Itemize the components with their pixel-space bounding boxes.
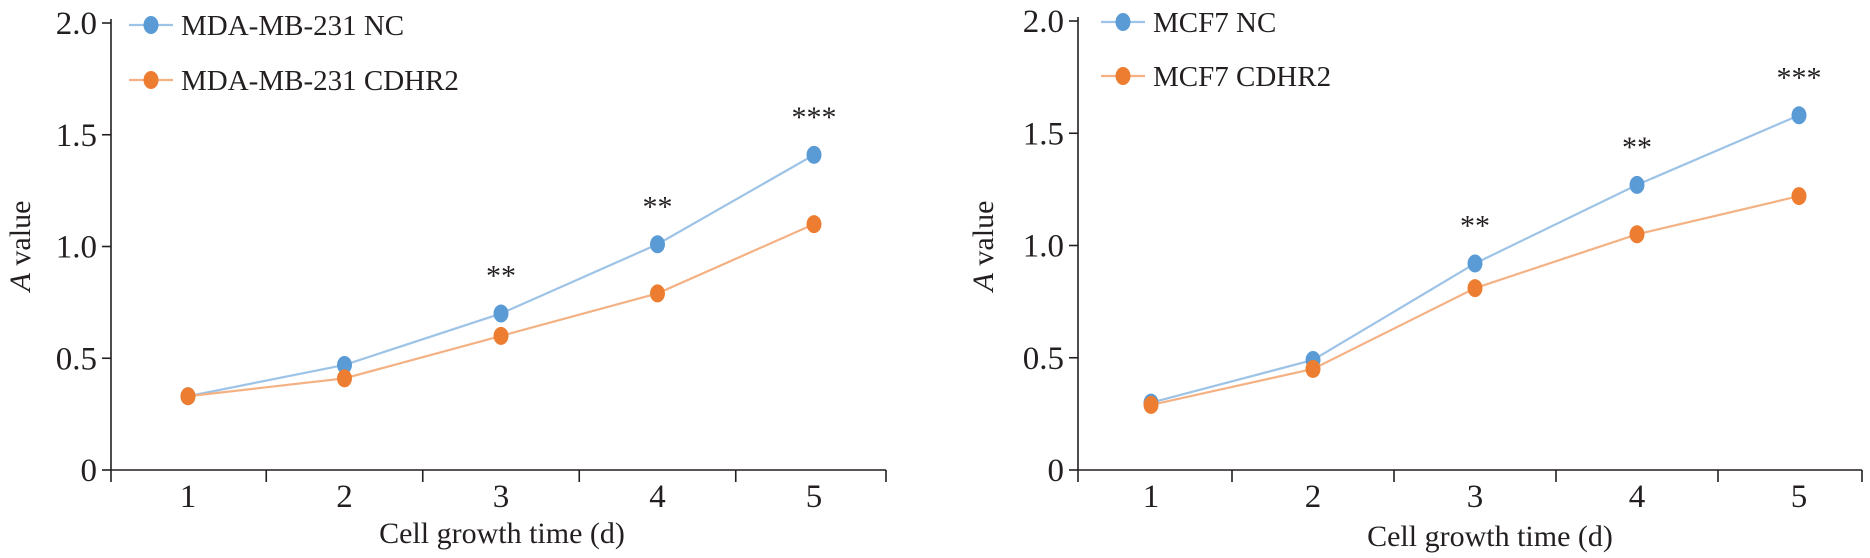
legend-label-1: MCF7 NC [1153, 7, 1276, 39]
data-point-s2-x3 [1467, 279, 1483, 298]
x-tick-label: 2 [1305, 479, 1322, 515]
data-point-s1-x4 [650, 235, 665, 254]
data-point-s1-x5 [806, 145, 822, 164]
x-tick-label: 3 [1467, 479, 1484, 515]
data-point-s1-x3 [493, 304, 509, 323]
y-axis-title-rest: value [4, 201, 37, 273]
x-tick-label: 3 [493, 479, 510, 515]
x-tick-label: 1 [180, 479, 197, 515]
y-axis-title: A value [967, 201, 1000, 294]
data-point-s2-x5 [1791, 187, 1807, 206]
legend-label-2: MDA-MB-231 CDHR2 [181, 65, 459, 97]
chart-panel-2: 0 0.5 1.0 1.5 2.0 1 2 3 4 5 Cell growth time (d) A … [967, 4, 1863, 553]
significance-mark: ** [1622, 131, 1652, 164]
data-point-s2-x4 [650, 284, 665, 303]
data-point-s2-x3 [493, 326, 509, 345]
x-axis-title: Cell growth time (d) [379, 517, 625, 550]
y-tick-label: 1.0 [1023, 229, 1064, 265]
y-axis-title-italic: A [967, 272, 1000, 293]
data-point-s2-x5 [806, 215, 822, 234]
x-tick-label: 4 [649, 479, 666, 515]
data-point-s2-x1 [180, 387, 196, 406]
y-axis-title-italic: A [4, 272, 37, 293]
legend-marker-1 [143, 16, 159, 34]
data-point-s1-x3 [1467, 254, 1483, 273]
y-axis-title: A value [4, 201, 37, 294]
significance-mark: ** [486, 260, 516, 293]
data-point-s2-x2 [1305, 359, 1321, 378]
x-tick-label: 4 [1629, 479, 1646, 515]
significance-mark: *** [792, 101, 837, 134]
x-tick-label: 2 [336, 479, 353, 515]
data-point-s2-x1 [1143, 395, 1159, 414]
x-axis-title: Cell growth time (d) [1367, 520, 1613, 553]
y-tick-label: 0.5 [56, 341, 97, 377]
data-point-s1-x2 [337, 355, 352, 374]
x-tick-label: 1 [1143, 479, 1160, 515]
legend-marker-1 [1115, 13, 1131, 31]
significance-mark: *** [1777, 61, 1822, 94]
data-point-s1-x5 [1791, 106, 1807, 125]
y-tick-label: 1.5 [1023, 116, 1064, 152]
legend-marker-2 [143, 71, 159, 89]
y-axis-title-rest: value [967, 201, 1000, 273]
data-point-s2-x4 [1629, 225, 1645, 244]
y-tick-label: 0.5 [1023, 341, 1064, 377]
significance-mark: ** [643, 190, 673, 223]
y-tick-label: 2.0 [1023, 4, 1064, 40]
y-tick-label: 1.5 [56, 118, 97, 154]
legend-marker-2 [1115, 67, 1131, 85]
x-tick-label: 5 [1791, 479, 1808, 515]
chart-panel-1: 0 0.5 1.0 1.5 2.0 1 2 3 4 5 Cell growth time (d) A … [4, 6, 887, 550]
y-tick-label: 1.0 [56, 230, 97, 266]
data-point-s2-x2 [337, 369, 352, 388]
y-tick-label: 2.0 [56, 6, 97, 42]
data-point-s1-x4 [1629, 175, 1645, 194]
legend-label-2: MCF7 CDHR2 [1153, 61, 1331, 93]
legend-label-1: MDA-MB-231 NC [181, 10, 404, 42]
significance-mark: ** [1460, 209, 1490, 242]
y-tick-label: 0 [1048, 453, 1065, 489]
x-tick-label: 5 [806, 479, 823, 515]
y-tick-label: 0 [81, 453, 98, 489]
